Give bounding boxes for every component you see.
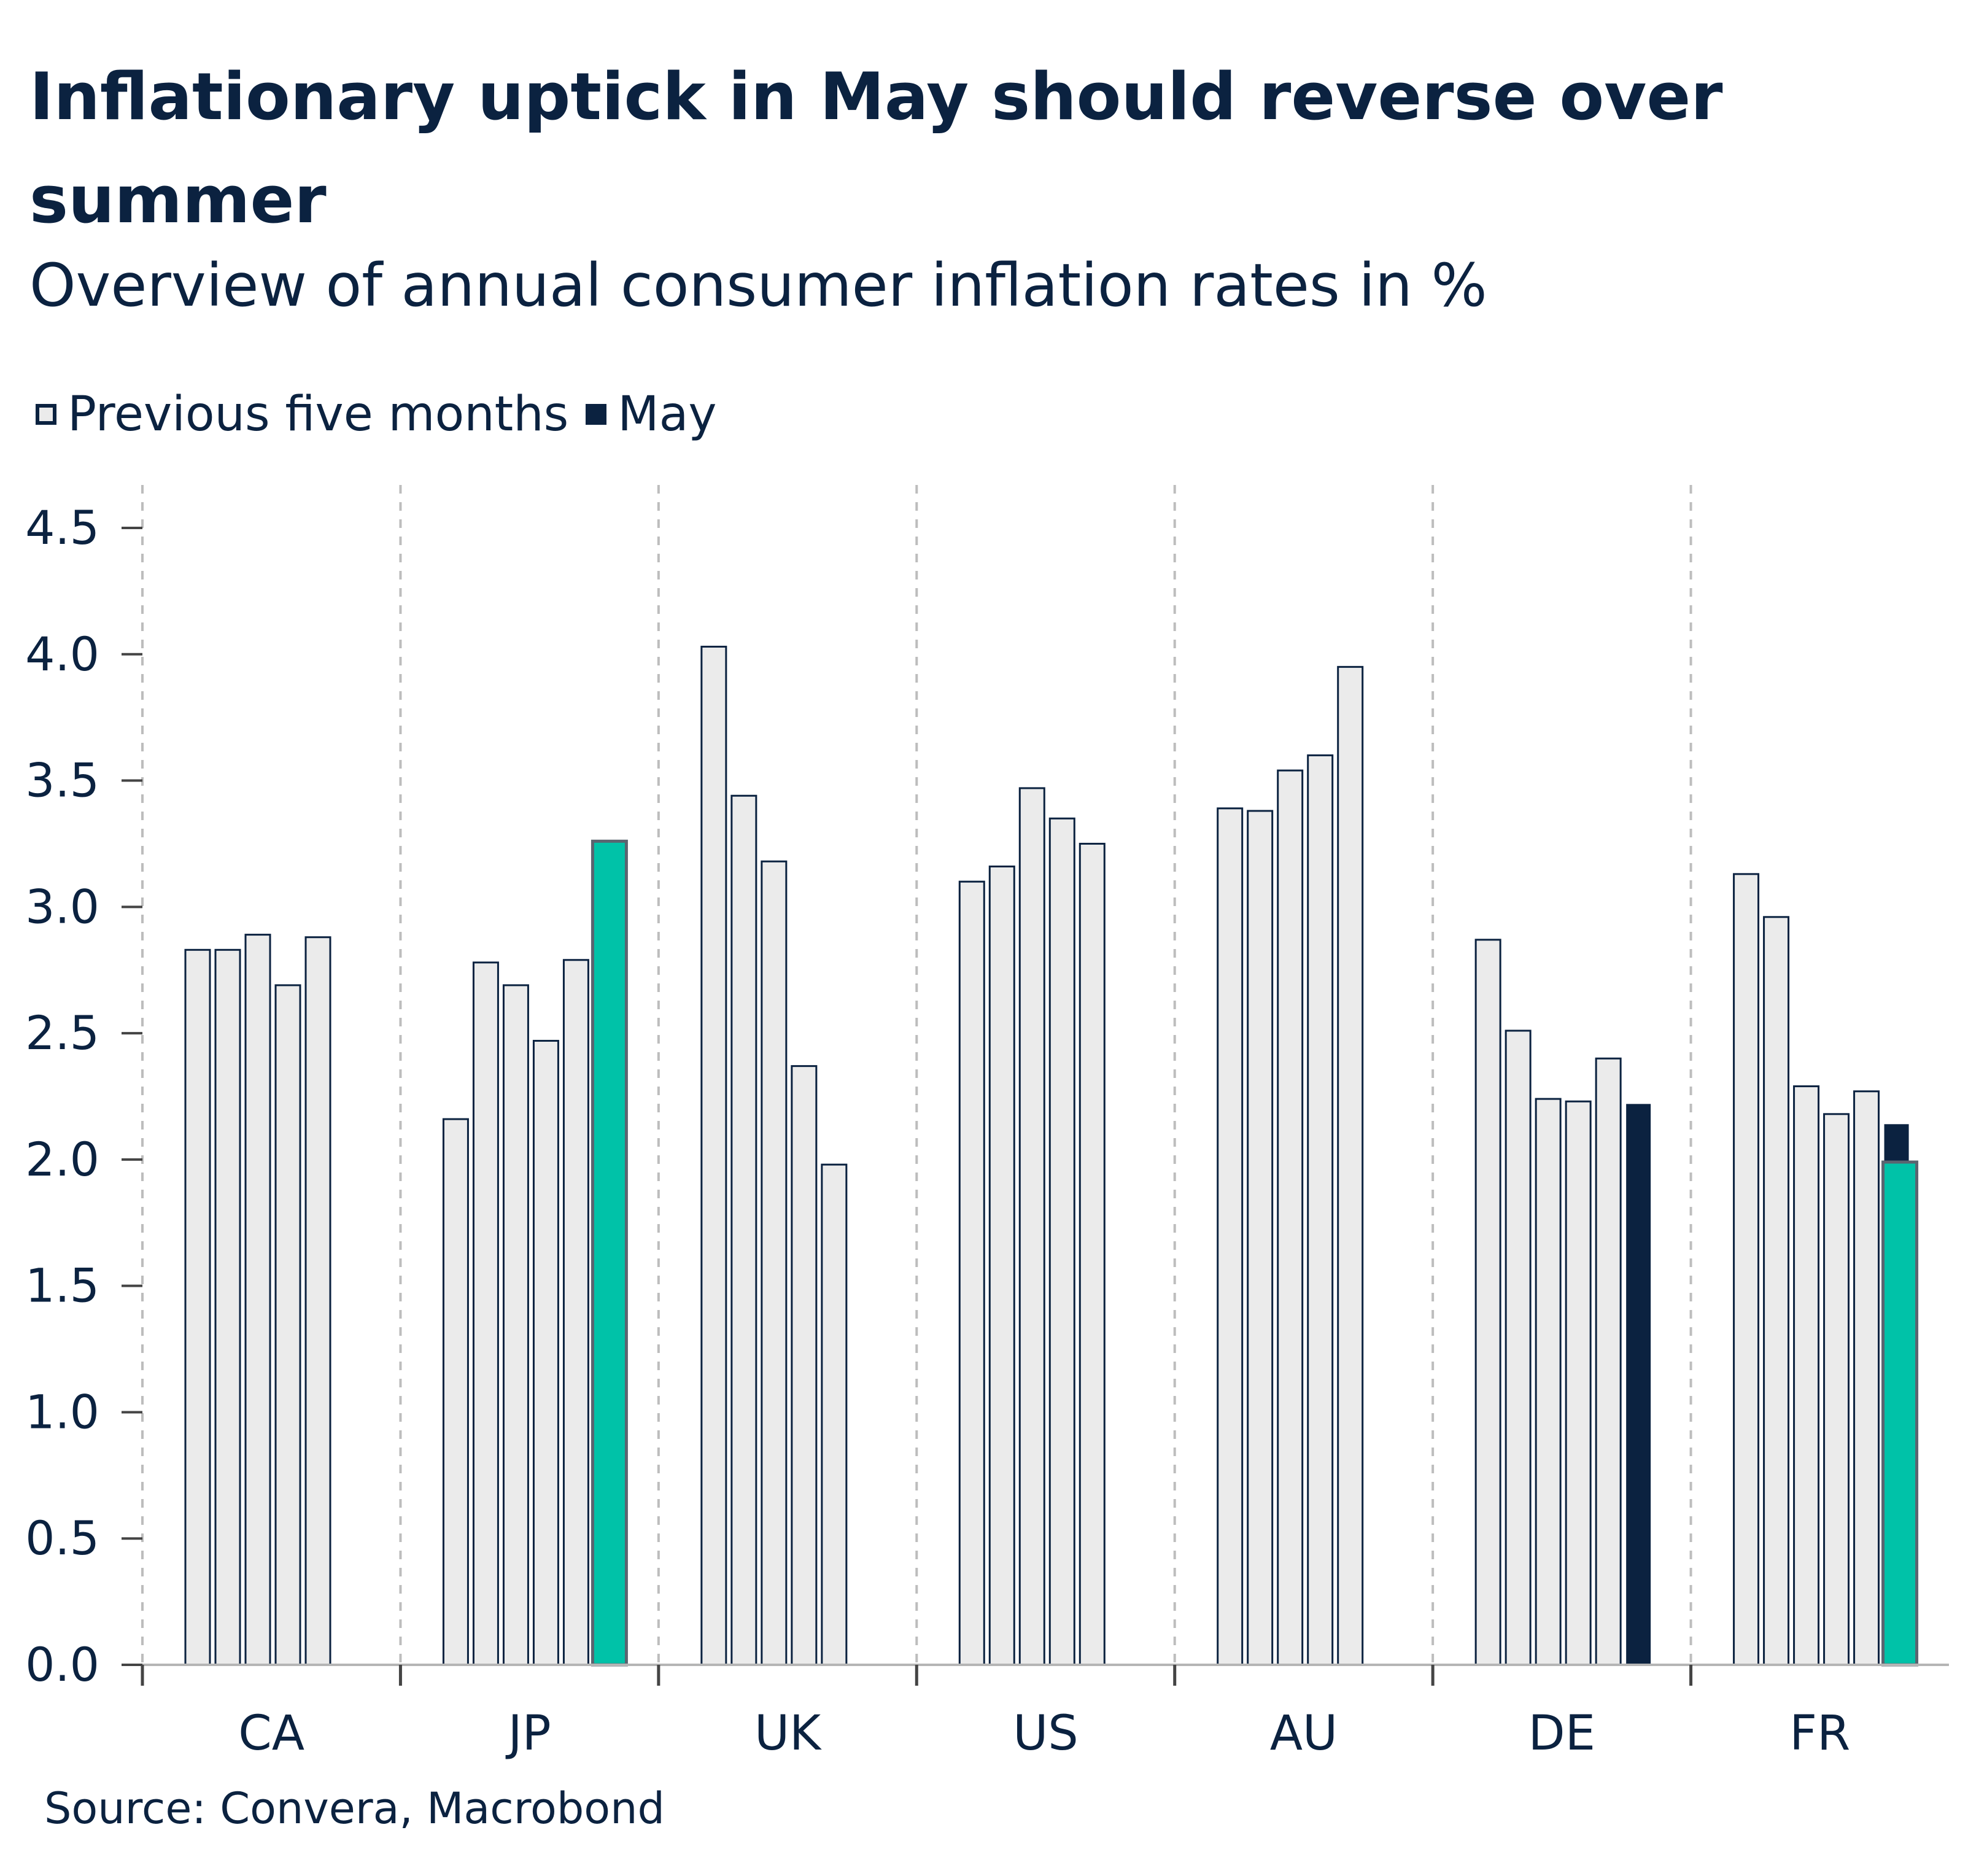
y-tick-label: 0.0 [25,1637,99,1692]
y-tick-label: 0.5 [25,1511,99,1565]
bar-highlight-fr [1881,1160,1919,1667]
bar-previous-au [1337,665,1364,1666]
bar-previous-fr [1763,916,1790,1666]
bar-previous-uk [730,794,757,1666]
y-tick-label: 2.5 [25,1006,99,1060]
bar-previous-au [1307,754,1334,1666]
bar-highlight-jp [591,839,628,1667]
bar-previous-uk [821,1163,848,1666]
bar-previous-ca [274,984,301,1666]
y-tick-label: 4.0 [25,627,99,681]
bar-previous-jp [532,1039,559,1666]
legend-swatch-may [586,404,607,425]
chart-title: Inflationary uptick in May should revers… [29,59,1723,238]
x-category-label: CA [238,1706,304,1761]
bar-previous-uk [761,860,788,1666]
legend-label-previous: Previous five months [68,387,569,442]
y-tick-label: 4.5 [25,500,99,555]
bar-previous-au [1277,769,1304,1666]
legend-swatch-previous [36,404,56,425]
x-category-label: US [1013,1706,1079,1761]
bar-previous-au [1247,810,1274,1666]
bar-previous-us [1018,787,1045,1666]
bar-previous-de [1535,1098,1562,1666]
bar-previous-au [1217,807,1244,1666]
bar-previous-us [958,880,985,1666]
bar-previous-fr [1733,873,1760,1666]
bar-previous-us [988,865,1015,1666]
source-note: Source: Convera, Macrobond [44,1783,665,1834]
y-tick-label: 3.0 [25,879,99,934]
legend-label-may: May [618,387,717,442]
bar-previous-de [1595,1057,1622,1666]
bar-previous-ca [304,936,331,1666]
x-category-label: DE [1528,1706,1595,1761]
group-dividers [141,485,1692,1665]
bar-previous-fr [1853,1090,1880,1666]
y-tick-label: 1.0 [25,1384,99,1439]
y-tick-label: 2.0 [25,1132,99,1187]
y-tick-label: 3.5 [25,753,99,808]
y-axis: 0.0 0.5 1.0 1.5 2.0 2.5 3.0 3.5 4.0 4.5 [25,500,142,1692]
y-tick-label: 1.5 [25,1258,99,1313]
x-category-label: UK [754,1706,822,1761]
bar-previous-uk [791,1065,818,1666]
bar-may-de [1626,1104,1651,1665]
bar-previous-fr [1823,1113,1850,1666]
bar-previous-us [1048,817,1075,1666]
bar-previous-de [1505,1029,1532,1666]
legend: Previous five months May [36,381,734,448]
bar-previous-uk [700,645,727,1666]
bars [184,645,1919,1667]
bar-previous-jp [502,984,529,1666]
bar-previous-de [1565,1100,1592,1666]
x-axis: CA JP UK US AU DE FR [141,1664,1949,1761]
bar-previous-ca [244,934,271,1666]
bar-previous-jp [472,961,499,1666]
bar-previous-ca [184,948,211,1666]
bar-previous-jp [562,959,589,1666]
chart-subtitle: Overview of annual consumer inflation ra… [29,251,1487,320]
bar-previous-fr [1793,1085,1820,1666]
x-category-label: FR [1789,1706,1850,1761]
bar-previous-ca [214,948,241,1666]
x-category-label: AU [1270,1706,1338,1761]
bar-previous-jp [442,1118,469,1666]
bar-previous-de [1474,939,1501,1666]
legend-item-may: May [586,387,717,442]
bar-previous-us [1079,842,1106,1666]
x-category-label: JP [505,1706,551,1761]
legend-item-previous: Previous five months [36,387,568,442]
